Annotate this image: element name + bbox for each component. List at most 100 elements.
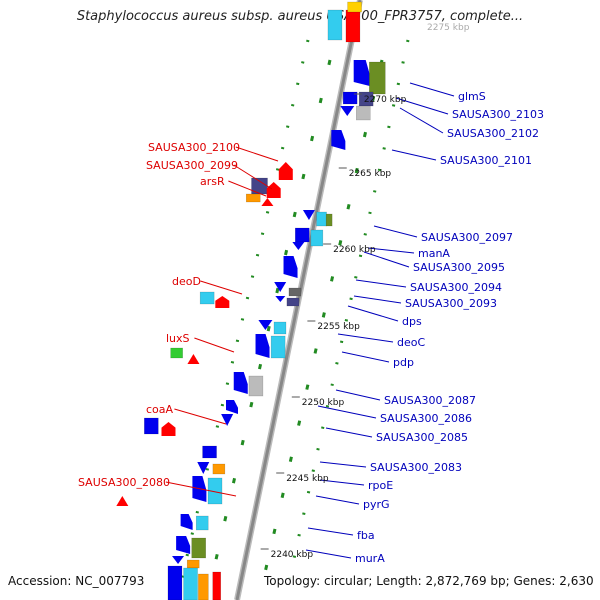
gene-feature <box>345 9 361 43</box>
gene-feature <box>316 211 327 227</box>
right-lead-line <box>395 97 449 115</box>
left-lead-line <box>194 337 235 353</box>
right-lead-line <box>319 461 367 468</box>
right-gene-label: rpoE <box>368 479 393 492</box>
gene-feature <box>199 291 215 305</box>
gene-feature <box>172 556 185 564</box>
gene-feature <box>207 477 223 505</box>
gene-feature <box>202 445 217 459</box>
gene-feature <box>325 213 333 227</box>
tick-label: 2260 kbp <box>333 245 376 255</box>
right-lead-line <box>319 479 365 486</box>
gene-feature <box>310 229 324 247</box>
right-lead-line <box>347 305 399 322</box>
gene-feature <box>278 162 293 180</box>
gene-feature <box>327 9 343 41</box>
right-gene-label: pdp <box>393 356 414 369</box>
gene-feature <box>212 463 226 475</box>
right-gene-label: deoC <box>397 336 425 349</box>
gene-feature <box>292 242 305 250</box>
right-gene-label: SAUSA300_2101 <box>440 154 532 167</box>
left-gene-label: deoD <box>172 275 201 288</box>
right-gene-label: pyrG <box>363 498 390 511</box>
right-gene-label: SAUSA300_2103 <box>452 108 544 121</box>
right-lead-line <box>409 82 455 97</box>
right-lead-line <box>335 389 381 401</box>
gene-feature <box>286 297 300 307</box>
left-gene-label: luxS <box>166 332 190 345</box>
accession-label: Accession: NC_007793 <box>8 574 145 588</box>
gene-feature <box>195 515 209 531</box>
right-gene-label: murA <box>355 552 385 565</box>
gene-feature <box>226 400 238 414</box>
gene-feature <box>198 573 209 600</box>
right-gene-label: SAUSA300_2102 <box>447 127 539 140</box>
right-lead-line <box>363 251 410 268</box>
right-gene-label: SAUSA300_2087 <box>384 394 476 407</box>
gene-feature <box>191 537 206 559</box>
tick-label: 2255 kbp <box>317 322 360 332</box>
gene-feature <box>266 182 281 198</box>
gene-feature <box>245 193 261 203</box>
gc-outer-ring <box>285 39 410 591</box>
tick-label: 2240 kbp <box>271 550 314 560</box>
tick-label: 2245 kbp <box>286 474 329 484</box>
right-gene-label: dps <box>402 315 422 328</box>
gene-feature <box>369 61 386 95</box>
gene-labels: SAUSA300_2100 SAUSA300_2099 arsR deoD luxS co… <box>78 90 544 565</box>
right-gene-label: SAUSA300_2083 <box>370 461 462 474</box>
right-lead-line <box>341 351 390 363</box>
gene-feature <box>180 514 193 530</box>
tick-label-top: 2275 kbp <box>427 23 470 33</box>
right-gene-label: manA <box>418 247 450 260</box>
left-gene-label: SAUSA300_2100 <box>148 141 240 154</box>
gene-feature <box>347 1 362 13</box>
gene-feature <box>273 321 287 335</box>
gc-mid-ring-inner <box>207 59 332 591</box>
gene-feature <box>295 227 310 243</box>
gene-feature <box>288 287 302 297</box>
right-lead-line <box>317 405 377 419</box>
right-lead-line <box>391 149 437 161</box>
gene-feature <box>275 296 286 302</box>
right-lead-line <box>315 495 360 505</box>
gene-feature <box>248 375 264 397</box>
gene-feature <box>255 334 270 358</box>
topology-label: Topology: circular; Length: 2,872,769 bp… <box>262 574 596 588</box>
gene-feature <box>215 296 230 308</box>
right-lead-line <box>307 527 354 536</box>
right-lead-line <box>367 247 415 254</box>
gene-feature <box>356 105 371 121</box>
left-gene-label: arsR <box>200 175 225 188</box>
gene-feature <box>221 414 234 426</box>
gene-feature <box>340 106 355 116</box>
gene-feature <box>197 462 210 474</box>
right-gene-label: SAUSA300_2086 <box>380 412 472 425</box>
gene-feature <box>170 347 183 359</box>
left-gene-label: coaA <box>146 403 174 416</box>
gene-feature <box>261 198 274 206</box>
gene-feature <box>342 91 358 105</box>
right-lead-line <box>305 549 352 559</box>
left-gene-label: SAUSA300_2080 <box>78 476 170 489</box>
right-gene-label: fba <box>357 529 375 542</box>
gene-feature <box>186 559 200 569</box>
right-lead-line <box>337 333 394 343</box>
right-lead-line <box>325 427 373 438</box>
kbp-ticks: 2270 kbp 2265 kbp 2260 kbp 2255 kbp 2250 kbp… <box>260 23 470 560</box>
right-gene-label: glmS <box>458 90 486 103</box>
left-lead-line <box>165 481 237 497</box>
right-lead-line <box>399 107 444 134</box>
gene-feature <box>167 565 183 600</box>
left-lead-line <box>228 180 267 197</box>
tick-label: 2270 kbp <box>364 95 407 105</box>
tick-label: 2265 kbp <box>349 169 392 179</box>
left-lead-line <box>233 164 273 190</box>
map-title: Staphylococcus aureus subsp. aureus USA3… <box>76 9 524 24</box>
left-lead-line <box>174 408 227 425</box>
gene-feature <box>270 335 286 359</box>
gene-feature <box>144 417 159 435</box>
left-lead-line <box>235 146 279 162</box>
gc-inner-ring <box>177 39 310 591</box>
